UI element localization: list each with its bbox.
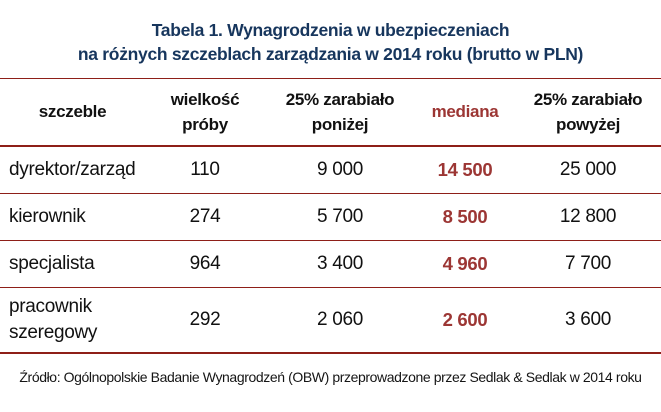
table-title-line2: na różnych szczeblach zarządzania w 2014… — [77, 43, 584, 64]
source-note: Źródło: Ogólnopolskie Badanie Wynagrodze… — [19, 369, 642, 385]
column-header-szczeble: szczeble — [0, 79, 145, 147]
cell-25pct-below: 9 000 — [265, 146, 415, 194]
header-above-line2: powyżej — [555, 115, 621, 134]
cell-25pct-below: 5 700 — [265, 193, 415, 241]
cell-25pct-below: 3 400 — [265, 240, 415, 288]
header-above-line1: 25% zarabiało — [533, 89, 643, 109]
header-below-line1: 25% zarabiało — [285, 89, 395, 109]
column-header-25pct-below: 25% zarabiało poniżej — [265, 79, 415, 147]
row-label: kierownik — [0, 193, 145, 241]
header-below-line2: poniżej — [311, 115, 369, 134]
cell-sample-size: 292 — [145, 287, 265, 354]
cell-median: 2 600 — [415, 287, 515, 354]
cell-median: 8 500 — [415, 193, 515, 241]
table-row-pracownik-szeregowy: pracownik szeregowy 292 2 060 2 600 3 60… — [0, 287, 661, 354]
cell-median: 4 960 — [415, 240, 515, 288]
header-sample-line1: wielkość — [170, 89, 240, 109]
cell-25pct-above: 3 600 — [515, 287, 661, 354]
table-row-specjalista: specjalista 964 3 400 4 960 7 700 — [0, 240, 661, 288]
cell-25pct-above: 25 000 — [515, 146, 661, 194]
table-row-kierownik: kierownik 274 5 700 8 500 12 800 — [0, 193, 661, 241]
row-label: specjalista — [0, 240, 145, 288]
table-row-dyrektor: dyrektor/zarząd 110 9 000 14 500 25 000 — [0, 146, 661, 194]
cell-sample-size: 110 — [145, 146, 265, 194]
header-sample-line2: próby — [182, 115, 228, 134]
cell-sample-size: 964 — [145, 240, 265, 288]
row-label: dyrektor/zarząd — [0, 146, 145, 194]
row-label: pracownik szeregowy — [0, 287, 145, 354]
cell-25pct-above: 7 700 — [515, 240, 661, 288]
salary-table: szczeble wielkość próby 25% zarabiało poni… — [0, 79, 661, 354]
table-title: Tabela 1. Wynagrodzenia w ubezpieczeniac… — [0, 0, 661, 79]
cell-25pct-above: 12 800 — [515, 193, 661, 241]
cell-median: 14 500 — [415, 146, 515, 194]
header-row: szczeble wielkość próby 25% zarabiało poni… — [0, 79, 661, 147]
cell-25pct-below: 2 060 — [265, 287, 415, 354]
column-header-25pct-above: 25% zarabiało powyżej — [515, 79, 661, 147]
table-title-line1: Tabela 1. Wynagrodzenia w ubezpieczeniac… — [151, 19, 510, 40]
column-header-sample-size: wielkość próby — [145, 79, 265, 147]
cell-sample-size: 274 — [145, 193, 265, 241]
column-header-median: mediana — [415, 79, 515, 147]
